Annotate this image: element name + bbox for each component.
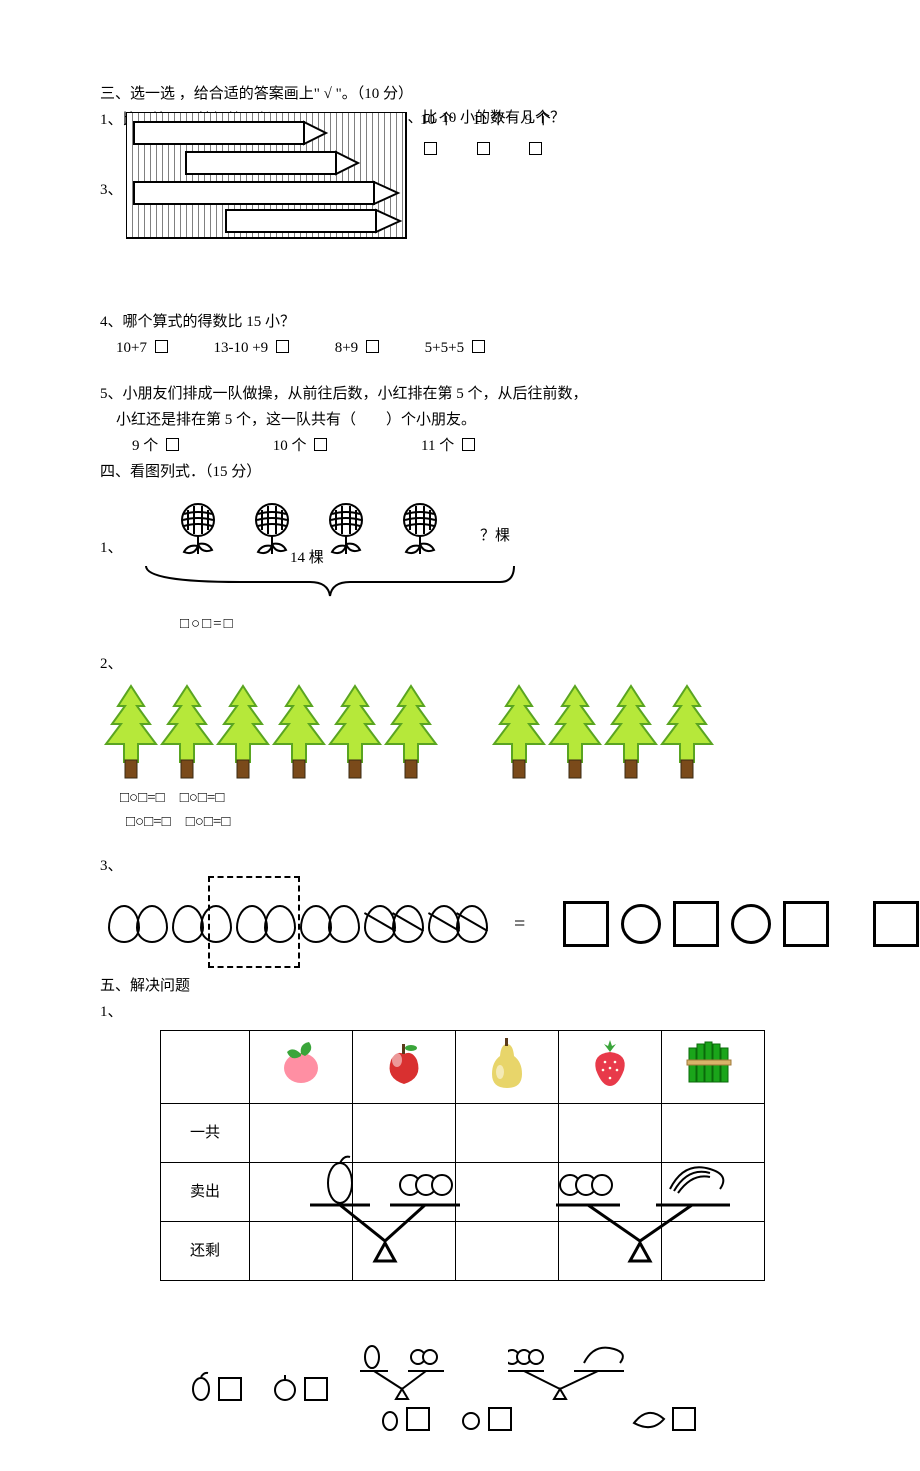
q5-line2: 小红还是排在第 5 个，这一队共有（ ）个小朋友。 — [100, 408, 820, 432]
mini-pear2[interactable] — [380, 1405, 430, 1431]
s4-q2-label: 2、 — [100, 652, 820, 676]
q5-check-0[interactable] — [166, 438, 179, 451]
hdr-peach — [250, 1031, 353, 1104]
s5-q1-label: 1、 — [100, 1000, 820, 1024]
s4-q1-equation[interactable]: □○□=□ — [180, 612, 820, 636]
brace-unknown: ？棵 — [480, 524, 510, 548]
equals-sign: = — [514, 908, 525, 940]
hdr-apple — [353, 1031, 456, 1104]
q5-opt-0: 9 个 — [132, 438, 158, 454]
q2-options: 10 个 11 个 9 个 — [420, 108, 551, 162]
q4-opt-2: 8+9 — [335, 340, 358, 356]
q4-opt-1: 13-10 +9 — [213, 340, 268, 356]
section4-title: 四、看图列式．（15 分） — [100, 460, 820, 484]
q4-opt-3: 5+5+5 — [425, 340, 464, 356]
q2-check-0[interactable] — [424, 142, 437, 155]
q2-check-1[interactable] — [477, 142, 490, 155]
trees-figure — [100, 684, 820, 782]
hdr-strawberry — [559, 1031, 662, 1104]
q5-check-2[interactable] — [462, 438, 475, 451]
section3-title: 三、选一选 ，给合适的答案画上" √ "。（10 分） — [100, 82, 820, 106]
q4-check-3[interactable] — [472, 340, 485, 353]
mini-banana[interactable] — [632, 1405, 696, 1431]
mini-pear[interactable] — [190, 1341, 242, 1401]
s4-q3-label: 3、 — [100, 854, 820, 878]
q5-options: 9 个 10 个 11 个 — [100, 434, 820, 458]
mini-apple[interactable] — [272, 1341, 328, 1401]
q2-opt-2: 9 个 — [525, 112, 551, 128]
q2-opt-0: 10 个 — [420, 112, 454, 128]
q5-check-1[interactable] — [314, 438, 327, 451]
q5-opt-2: 11 个 — [421, 438, 454, 454]
mini-scale-1[interactable] — [358, 1341, 478, 1401]
q2-check-2[interactable] — [529, 142, 542, 155]
q4-check-1[interactable] — [276, 340, 289, 353]
hdr-blank — [161, 1031, 250, 1104]
s4-q3-figure: = — [100, 884, 820, 964]
hdr-pear — [456, 1031, 559, 1104]
mini-apple2[interactable] — [460, 1405, 512, 1431]
q5-opt-1: 10 个 — [273, 438, 307, 454]
q5-line1: 5、小朋友们排成一队做操，从前往后数，小红排在第 5 个，从后往前数， — [100, 382, 820, 406]
s4-q3-equation[interactable] — [563, 901, 919, 947]
bottom-equivalences — [190, 1341, 820, 1401]
s4-q2-eq1[interactable]: □○□=□ □○□=□ — [120, 786, 820, 810]
q4-options: 10+7 13-10 +9 8+9 5+5+5 — [100, 336, 820, 360]
section5-title: 五、解决问题 — [100, 974, 820, 998]
q1-q2-block: 1、比一比，哪枝铅笔最长？ 2、比 10 小的数有几个？ 10 个 11 个 9… — [100, 108, 820, 308]
hdr-celery — [662, 1031, 765, 1104]
s4-q2-eq-block: □○□=□ □○□=□ □○□=□ □○□=□ — [120, 786, 820, 834]
q4-check-2[interactable] — [366, 340, 379, 353]
q4-label: 4、哪个算式的得数比 15 小？ — [100, 310, 820, 334]
q2-opt-1: 11 个 — [473, 112, 506, 128]
balance-scales — [190, 1151, 820, 1331]
s4-q1-label: 1、 — [100, 486, 130, 560]
q3-label: 3、 — [100, 178, 123, 202]
q4-opt-0: 10+7 — [116, 340, 147, 356]
s4-q2-eq2[interactable]: □○□=□ □○□=□ — [126, 810, 820, 834]
q4-check-0[interactable] — [155, 340, 168, 353]
mini-scale-2[interactable] — [508, 1341, 638, 1401]
brace-row: 14 棵 ？棵 — [140, 560, 520, 606]
pencils-figure — [126, 112, 416, 240]
bottom-row2 — [380, 1405, 820, 1431]
